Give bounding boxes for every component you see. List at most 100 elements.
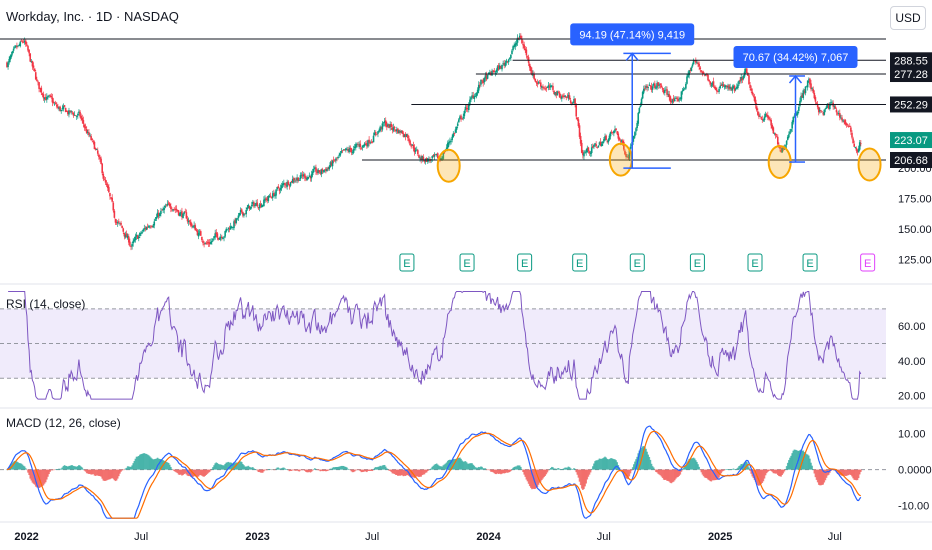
candle-body <box>752 95 755 97</box>
rsi-tick-label: 60.00 <box>898 321 926 333</box>
candle-body <box>689 70 692 71</box>
candle-body <box>723 86 726 88</box>
candle-body <box>307 176 310 179</box>
macd-histogram-bar <box>390 469 393 472</box>
macd-histogram-bar <box>306 469 308 473</box>
candle-body <box>184 211 187 213</box>
macd-histogram-bar <box>156 457 159 470</box>
candle-body <box>623 142 625 150</box>
macd-histogram-bar <box>516 465 519 470</box>
macd-histogram-bar <box>207 469 210 473</box>
price-tag-label: 277.28 <box>894 69 928 81</box>
macd-histogram-bar <box>740 464 743 470</box>
macd-histogram-bar <box>327 469 329 471</box>
candle-body <box>788 134 790 138</box>
macd-histogram-bar <box>590 468 593 470</box>
macd-histogram-bar <box>309 469 312 473</box>
macd-histogram-bar <box>781 469 784 475</box>
candle-body <box>36 79 38 81</box>
candle-body <box>362 144 365 147</box>
candle-body <box>441 158 444 160</box>
candle-body <box>635 128 637 132</box>
candle-body <box>590 147 593 154</box>
macd-histogram-bar <box>18 463 20 470</box>
candle-body <box>270 197 273 199</box>
candle-body <box>402 133 405 137</box>
candle-body <box>572 102 574 104</box>
price-tick-label: 150.00 <box>898 224 932 236</box>
candle-body <box>585 151 587 153</box>
candle-body <box>780 149 782 153</box>
macd-histogram-bar <box>140 454 142 470</box>
macd-histogram-bar <box>518 465 521 470</box>
macd-histogram-bar <box>69 465 71 470</box>
macd-histogram-bar <box>527 469 530 484</box>
price-pane[interactable] <box>6 33 862 251</box>
macd-histogram-bar <box>841 469 843 476</box>
macd-histogram-bar <box>44 469 47 483</box>
candle-body <box>136 235 139 239</box>
macd-pane[interactable] <box>0 425 886 519</box>
macd-histogram-bar <box>580 469 583 489</box>
candle-body <box>721 84 724 86</box>
candle-body <box>847 125 850 127</box>
macd-histogram-bar <box>500 469 502 475</box>
macd-histogram-bar <box>142 453 144 470</box>
macd-histogram-bar <box>203 469 205 477</box>
macd-histogram-bar <box>767 469 769 472</box>
macd-histogram-bar <box>811 465 813 470</box>
macd-histogram-bar <box>530 469 532 488</box>
candle-body <box>629 146 632 149</box>
candle-body <box>387 124 389 127</box>
macd-histogram-bar <box>441 466 444 470</box>
candle-body <box>543 87 545 89</box>
macd-histogram-bar <box>759 469 761 485</box>
candle-body <box>486 74 489 79</box>
candle-body <box>451 136 453 141</box>
candle-body <box>328 166 331 170</box>
candle-body <box>698 63 700 67</box>
candle-body <box>370 141 373 143</box>
candle-body <box>850 127 852 132</box>
macd-histogram-bar <box>432 465 435 470</box>
macd-histogram-bar <box>291 469 294 471</box>
candle-body <box>513 45 515 47</box>
macd-histogram-bar <box>845 469 848 476</box>
macd-histogram-bar <box>181 469 183 476</box>
macd-histogram-bar <box>98 469 100 476</box>
macd-histogram-bar <box>182 469 184 476</box>
macd-histogram-bar <box>601 458 604 470</box>
candle-body <box>91 139 94 140</box>
macd-histogram-bar <box>524 469 527 477</box>
macd-histogram-bar <box>772 469 775 474</box>
candle-body <box>94 148 97 150</box>
candle-body <box>434 154 437 156</box>
candle-body <box>150 226 152 228</box>
macd-histogram-bar <box>311 469 314 471</box>
candle-body <box>275 189 277 196</box>
candle-body <box>724 85 727 88</box>
macd-histogram-bar <box>732 468 735 470</box>
macd-histogram-bar <box>335 466 337 470</box>
macd-histogram-bar <box>477 466 480 470</box>
macd-histogram-bar <box>337 466 339 470</box>
candle-body <box>233 221 235 229</box>
candle-body <box>267 196 270 201</box>
macd-histogram-bar <box>605 457 607 470</box>
candle-body <box>673 99 676 102</box>
macd-histogram-bar <box>669 469 672 483</box>
macd-histogram-bar <box>377 466 379 470</box>
candle-body <box>775 136 778 138</box>
macd-histogram-bar <box>654 469 656 471</box>
candle-body <box>48 95 50 97</box>
currency-button[interactable]: USD <box>890 6 926 30</box>
candle-body <box>559 97 562 99</box>
macd-histogram-bar <box>288 469 291 472</box>
candle-body <box>141 232 143 234</box>
macd-histogram-bar <box>486 469 489 471</box>
rsi-pane[interactable] <box>0 291 886 400</box>
macd-histogram-bar <box>857 469 860 479</box>
candle-body <box>845 123 848 126</box>
candle-body <box>609 132 612 137</box>
